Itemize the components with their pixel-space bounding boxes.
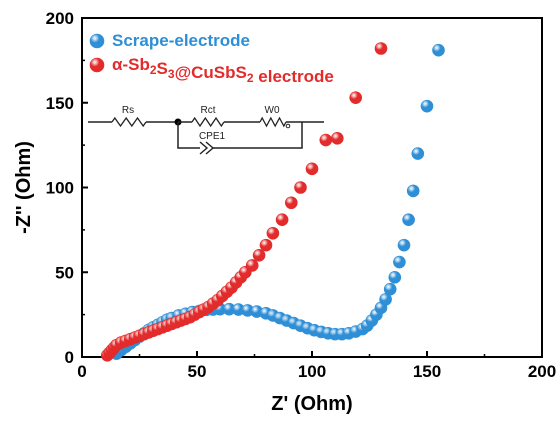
data-point — [275, 213, 289, 227]
legend-label: α-Sb2S3@CuSbS2 electrode — [112, 55, 334, 86]
data-point — [393, 255, 406, 269]
legend-label: Scrape-electrode — [112, 31, 250, 50]
wire-branch — [177, 122, 200, 149]
data-point — [402, 213, 415, 227]
legend-marker — [89, 33, 105, 49]
data-point — [252, 249, 266, 262]
legend-marker — [89, 57, 105, 73]
resistor-rs — [111, 116, 147, 128]
data-point — [330, 132, 344, 145]
x-tick-label: 100 — [298, 362, 326, 381]
data-point — [383, 282, 397, 296]
data-point — [294, 181, 307, 194]
x-tick-label: 0 — [77, 362, 86, 381]
data-point — [349, 91, 363, 104]
warburg-w0 — [259, 116, 287, 128]
warburg-mark — [285, 123, 291, 129]
y-tick-label: 100 — [46, 179, 74, 198]
data-point — [259, 238, 273, 252]
series-layer — [101, 42, 445, 362]
data-point — [406, 184, 420, 198]
legend-label-part: 3 — [168, 67, 175, 81]
data-point — [432, 43, 445, 57]
y-tick-label: 0 — [65, 348, 74, 367]
y-tick-label: 200 — [46, 9, 74, 28]
x-tick-label: 200 — [528, 362, 556, 381]
data-point — [397, 238, 411, 252]
legend-label-part: @CuSbS — [175, 63, 247, 82]
data-point — [411, 147, 425, 160]
axes: 0 50 100 150 200 0 50 100 150 200 Z' (Ohm) -Z'' (Oh… — [13, 9, 556, 415]
data-point — [420, 99, 434, 113]
x-tick-label: 50 — [188, 362, 207, 381]
equivalent-circuit-inset: Rs Rct W0 CPE1 — [88, 105, 324, 155]
data-point — [245, 259, 259, 272]
x-axis-label: Z' (Ohm) — [271, 393, 352, 415]
series-scrape-electrode — [110, 43, 445, 360]
legend-label-part: 2 — [150, 63, 157, 77]
data-point — [266, 226, 280, 240]
wire-branch — [213, 122, 303, 149]
legend-label-part: α-Sb — [112, 55, 150, 74]
data-point — [374, 42, 388, 55]
data-point — [305, 162, 319, 176]
legend-label-part: S — [157, 59, 168, 78]
legend-label-part: electrode — [254, 67, 334, 86]
y-tick-label: 50 — [55, 263, 74, 282]
circuit-label: W0 — [265, 105, 280, 116]
y-axis-label: -Z'' (Ohm) — [13, 141, 35, 234]
circuit-label: Rct — [201, 105, 216, 116]
data-point — [319, 133, 333, 147]
cpe-element — [199, 141, 215, 155]
series-composite-electrode — [101, 42, 388, 362]
x-tick-label: 150 — [413, 362, 441, 381]
legend-label-part: 2 — [247, 71, 254, 85]
circuit-label: Rs — [122, 105, 134, 116]
circuit-label: CPE1 — [199, 131, 226, 142]
resistor-rct — [191, 116, 225, 128]
y-tick-label: 150 — [46, 94, 74, 113]
data-point — [284, 196, 298, 210]
data-point — [388, 271, 402, 284]
